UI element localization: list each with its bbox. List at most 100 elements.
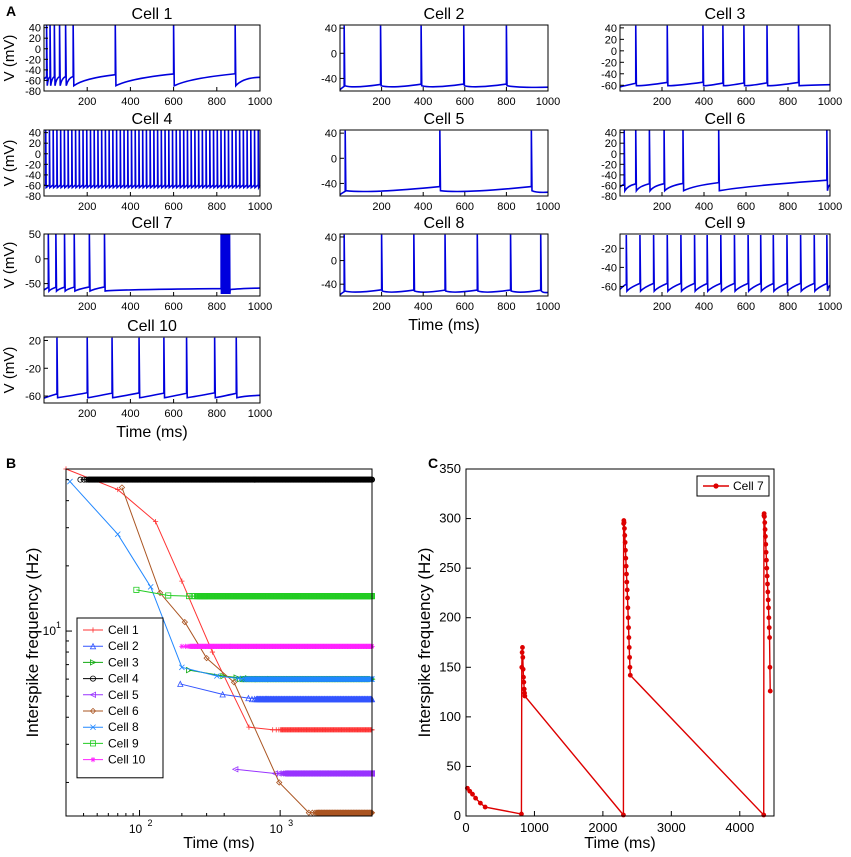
data-point [179,643,185,649]
data-point [521,674,526,680]
data-point [623,555,629,561]
y-axis-label: Interspike frequency (Hz) [415,548,434,738]
series-cell-5 [231,766,375,777]
voltage-trace [339,234,549,296]
data-point [624,571,629,577]
data-point [156,589,164,597]
y-tick-label: -20 [25,159,41,171]
data-point [181,618,189,626]
y-tick-label: 20 [29,138,41,150]
subplot-title: Cell 7 [132,215,173,232]
subplot-title: Cell 6 [705,111,746,128]
axes-box [43,24,261,92]
legend-marker [713,483,719,489]
series-cell-7 [464,511,773,818]
data-point [521,686,527,692]
x-tick-label: 200 [653,96,671,108]
data-point [520,654,526,660]
y-tick-exponent: 1 [56,620,61,630]
x-tick-label: 400 [414,96,432,108]
data-point [177,680,184,687]
x-tick-label: 1000 [248,408,272,420]
y-tick-label: 0 [331,48,337,60]
axes-box [43,129,261,197]
data-point [519,811,524,817]
data-point [622,533,628,538]
x-tick-label: 1000 [536,301,560,313]
data-point [623,563,629,569]
x-tick-label: 200 [78,96,96,108]
voltage-trace [43,130,261,191]
x-tick-label: 400 [121,201,139,213]
x-tick-label: 4000 [725,820,754,835]
x-tick-label: 400 [121,408,139,420]
y-tick-label: 300 [439,511,461,526]
legend-label: Cell 4 [108,672,139,686]
legend-item-cell-3: Cell 3 [83,655,139,669]
data-point [114,531,121,538]
x-tick-label: 0 [462,820,469,835]
x-tick-exponent: 3 [288,818,293,828]
y-tick-label: 0 [35,44,41,56]
y-tick-label: 40 [29,128,41,140]
panel-label-a: A [6,3,16,19]
data-point [622,539,628,545]
data-point [133,586,140,593]
x-tick-label: 400 [121,96,139,108]
data-point [622,526,627,531]
y-tick-label: 350 [439,461,461,476]
data-point [766,615,772,621]
legend-item-cell-9: Cell 9 [83,736,139,750]
legend: Cell 7 [696,475,770,497]
data-point [767,635,772,640]
legend-box [76,617,164,779]
data-point [626,625,631,631]
data-point [115,486,121,493]
legend-marker [90,659,97,666]
data-point [522,693,528,699]
axes-box [465,468,775,817]
x-tick-label: 600 [164,301,182,313]
data-point [239,676,245,682]
data-point [230,679,238,686]
data-point [368,676,374,682]
legend-label: Cell 7 [733,479,764,493]
y-tick-label: -60 [601,180,617,192]
y-tick-label: 0 [454,808,461,823]
data-point [473,795,478,801]
x-tick-label: 200 [653,301,671,313]
x-tick-label: 600 [164,408,182,420]
data-point [165,592,172,599]
y-tick-label: 150 [439,659,461,674]
voltage-trace [619,25,831,88]
y-tick-label: -40 [601,170,617,182]
data-point [762,514,767,519]
x-axis-label: Time (ms) [116,424,187,441]
y-tick-label: -60 [25,180,41,192]
y-tick-label: -40 [601,69,617,81]
series-line [65,468,372,731]
axes-box [619,24,831,92]
data-point [624,587,630,593]
data-point [621,520,627,525]
y-tick-label: -40 [601,262,617,274]
legend-label: Cell 10 [108,753,146,767]
data-point [366,676,373,682]
data-point [627,672,633,678]
data-point [627,654,632,660]
x-tick-label: 1000 [536,96,560,108]
data-point [152,519,159,525]
data-point [767,664,773,670]
subplot-title: Cell 10 [127,318,177,335]
data-point [762,520,768,525]
y-tick-label: -40 [321,178,337,190]
x-tick-label: 600 [737,201,755,213]
y-tick-label: 40 [605,128,617,140]
y-tick-label: 10 [43,624,57,638]
